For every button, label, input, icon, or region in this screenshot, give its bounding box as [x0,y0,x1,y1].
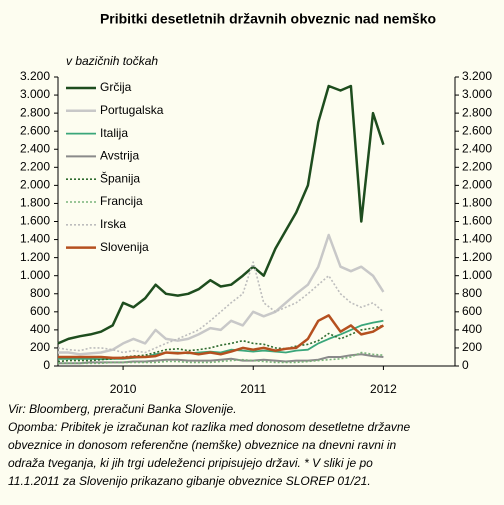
y2-tick-label: 400 [462,322,482,336]
y-tick-label: 400 [30,322,50,336]
footnote: obveznice in donosom referenčne (nemške)… [8,438,397,452]
y2-tick-label: 1.600 [462,214,492,228]
y-tick-label: 1.000 [20,268,50,282]
y-tick-label: 0 [43,358,50,372]
y-tick-label: 1.800 [20,196,50,210]
y-tick-label: 2.400 [20,141,50,155]
series-line [57,84,385,345]
y2-tick-label: 1.000 [462,268,492,282]
y2-tick-label: 3.000 [462,87,492,101]
y2-tick-label: 200 [462,340,482,354]
legend-label: Francija [100,194,143,208]
y2-tick-label: 1.400 [462,232,492,246]
y2-tick-label: 3.200 [462,69,492,83]
y2-tick-label: 0 [462,358,469,372]
x-tick-label: 2011 [240,382,266,396]
y-tick-label: 2.200 [20,159,50,173]
y2-tick-label: 2.800 [462,105,492,119]
y2-tick-label: 1.800 [462,196,492,210]
y2-tick-label: 2.400 [462,141,492,155]
y-tick-label: 1.400 [20,232,50,246]
y2-tick-label: 600 [462,304,482,318]
footnote: Vir: Bloomberg, preračuni Banka Slovenij… [8,402,237,416]
legend-label: Avstrija [100,149,139,163]
footnote: 11.1.2011 za Slovenijo prikazano gibanje… [8,474,371,488]
y2-tick-label: 2.200 [462,159,492,173]
series-line [58,314,385,360]
chart-title: Pribitki desetletnih državnih obveznic n… [100,11,436,27]
legend-label: Slovenija [100,240,149,254]
x-tick-label: 2010 [110,382,137,396]
legend-label: Španija [100,170,140,185]
y-tick-label: 3.000 [20,87,50,101]
x-tick-label: 2012 [370,382,397,396]
y-tick-label: 2.600 [20,123,50,137]
y-tick-label: 2.000 [20,178,50,192]
legend-label: Irska [100,217,126,231]
y-tick-label: 3.200 [20,69,50,83]
y2-tick-label: 2.600 [462,123,492,137]
footnote: Opomba: Pribitek je izračunan kot razlik… [8,420,411,434]
y2-tick-label: 2.000 [462,178,492,192]
series-line [58,233,385,356]
y-tick-label: 2.800 [20,105,50,119]
y2-tick-label: 800 [462,286,482,300]
legend-label: Portugalska [100,103,164,117]
y-tick-label: 200 [30,340,50,354]
series-line [57,324,384,363]
subtitle: v bazičnih točkah [66,54,158,68]
legend-label: Grčija [100,80,132,94]
footnote: odraža tveganja, ki jih trgi udeleženci … [8,456,373,470]
series-line [58,353,384,365]
y-tick-label: 1.600 [20,214,50,228]
y-tick-label: 600 [30,304,50,318]
y2-tick-label: 1.200 [462,250,492,264]
y-tick-label: 1.200 [20,250,50,264]
legend-label: Italija [100,126,128,140]
y-tick-label: 800 [30,286,50,300]
